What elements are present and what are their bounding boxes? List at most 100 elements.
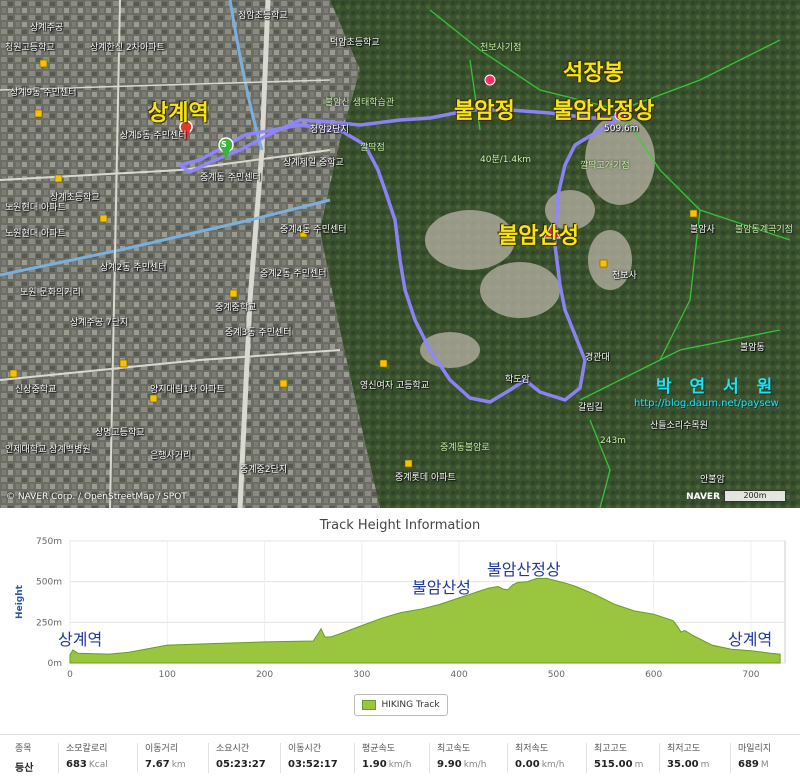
stat-item: 마일리지 689 M <box>738 741 771 777</box>
trail-label: 천보사기점 <box>480 43 522 53</box>
stat-separator <box>354 743 355 773</box>
stat-header: 최고속도 <box>437 744 471 754</box>
x-tick-label: 600 <box>645 670 662 680</box>
stat-value: 7.67 km <box>145 759 186 770</box>
trail-label: 243m <box>600 436 626 446</box>
trail-label: 중계동불암로 <box>440 443 490 453</box>
label-sanggye-station: 상계역 <box>148 101 209 126</box>
stat-value: 683 Kcal <box>66 759 108 770</box>
stat-item: 소요시간 05:23:27 <box>216 741 266 777</box>
map-label: 산들소리수목원 <box>650 421 708 431</box>
stat-value: 등산 <box>15 763 34 774</box>
satellite-map[interactable]: 상계주공 상계9동 주민센터 상계5동 주민센터 상계제일 중학교 중계4동 주… <box>0 0 800 508</box>
map-label: 양지대림1차 아파트 <box>150 385 225 395</box>
label-seokjang-peak: 석장봉 <box>563 61 624 86</box>
stat-value: 515.00 m <box>594 759 644 770</box>
stat-item: 최저속도 0.00 km/h <box>515 741 564 777</box>
stat-header: 최고고도 <box>594 744 628 754</box>
map-label: 안불암 <box>700 475 725 485</box>
y-axis-label: Height <box>15 584 25 619</box>
end-marker[interactable] <box>179 120 193 142</box>
stat-item: 이동시간 03:52:17 <box>288 741 338 777</box>
map-label: 불암사 <box>690 225 715 235</box>
label-buram-fortress: 불암산성 <box>498 224 579 249</box>
trail-label: 깔딱점 <box>360 143 385 153</box>
stat-unit: km/h <box>463 760 487 770</box>
pin-seokjang-peak[interactable] <box>614 109 626 121</box>
trail-label: 경관대 <box>585 353 610 363</box>
stat-item: 소모칼로리 683 Kcal <box>66 741 108 777</box>
x-tick-label: 100 <box>159 670 176 680</box>
track-stats: 종목 등산 소모칼로리 683 Kcal 이동거리 7.67 km 소요시간 05:23:27 이동… <box>0 734 800 780</box>
trail-label: 갈림길 <box>578 403 603 413</box>
stat-separator <box>730 743 731 773</box>
x-tick-label: 0 <box>67 670 73 680</box>
map-label: 정암초등학교 <box>238 11 288 21</box>
y-tick-label: 250m <box>36 618 62 628</box>
start-marker-letter: S <box>221 140 227 149</box>
pin-buram-fortress[interactable] <box>543 222 561 239</box>
chart-annotation: 불암산성 <box>412 578 471 597</box>
map-canvas <box>0 0 800 508</box>
stat-header: 이동시간 <box>288 744 322 754</box>
pin-buram-pavilion[interactable] <box>484 74 496 86</box>
map-label: 중계롯데 아파트 <box>395 473 456 483</box>
stat-separator <box>429 743 430 773</box>
stat-separator <box>208 743 209 773</box>
stat-item: 이동거리 7.67 km <box>145 741 186 777</box>
chart-title: Track Height Information <box>319 518 481 533</box>
map-label: 상계9동 주민센터 <box>10 88 77 98</box>
stat-separator <box>58 743 59 773</box>
label-buramsan-summit: 불암산정상 <box>553 99 655 124</box>
map-label: 상계주공 7단지 <box>70 318 129 328</box>
map-label: 상계한신 2차아파트 <box>90 43 165 53</box>
elevation-area <box>69 577 781 664</box>
stat-unit: m <box>700 760 710 770</box>
map-label: 청암2단지 <box>310 125 349 135</box>
label-buram-pavilion: 불암정 <box>454 99 515 124</box>
chart-annotation: 상계역 <box>58 630 102 649</box>
x-tick-label: 500 <box>548 670 565 680</box>
map-label: 노원 문화의거리 <box>20 288 81 298</box>
map-label: 중계동 주민센터 <box>200 173 261 183</box>
stat-item: 평균속도 1.90 km/h <box>362 741 411 777</box>
map-label: 중계2동 주민센터 <box>260 269 327 279</box>
stat-item: 최저고도 35.00 m <box>667 741 709 777</box>
stat-unit: km/h <box>541 760 565 770</box>
stat-header: 최저속도 <box>515 744 549 754</box>
summit-height-label: 509.6m <box>604 124 639 134</box>
map-label: 상명고등학교 <box>95 428 145 438</box>
stat-value: 689 M <box>738 759 769 770</box>
gps-track <box>178 108 620 404</box>
map-label: 학도암 <box>505 375 530 385</box>
stat-header: 이동거리 <box>145 744 179 754</box>
map-label: 중계중2단지 <box>240 465 288 475</box>
y-tick-label: 0m <box>48 659 63 669</box>
roads <box>0 0 341 508</box>
stat-value: 05:23:27 <box>216 759 266 770</box>
x-tick-label: 300 <box>353 670 370 680</box>
stat-separator <box>586 743 587 773</box>
chart-annotation: 불암산정상 <box>487 560 561 579</box>
y-tick-label: 750m <box>36 537 62 547</box>
map-label: 중계3동 주민센터 <box>225 328 292 338</box>
stat-value: 1.90 km/h <box>362 759 412 770</box>
stat-separator <box>280 743 281 773</box>
trail-label: 불암동계곡기점 <box>735 225 793 235</box>
stat-unit: m <box>634 760 644 770</box>
x-tick-label: 700 <box>742 670 759 680</box>
x-tick-label: 400 <box>451 670 468 680</box>
chart-legend[interactable]: HIKING Track <box>354 694 448 716</box>
trail-label: 깔딱고개기점 <box>580 161 630 171</box>
chart-plot: 0m 250m 500m 750m 0 100 200 300 400 500 600 700 Heig… <box>15 537 786 680</box>
start-marker[interactable] <box>218 137 234 160</box>
stat-header: 소모칼로리 <box>66 744 108 754</box>
map-label: 영신여자 고등학교 <box>360 381 430 391</box>
map-label: 상계2동 주민센터 <box>100 263 167 273</box>
map-label: 은행사거리 <box>150 451 192 461</box>
stat-value: 0.00 km/h <box>515 759 565 770</box>
stat-item: 종목 등산 <box>15 741 33 777</box>
stat-unit: M <box>760 760 769 770</box>
legend-label: HIKING Track <box>381 700 440 710</box>
